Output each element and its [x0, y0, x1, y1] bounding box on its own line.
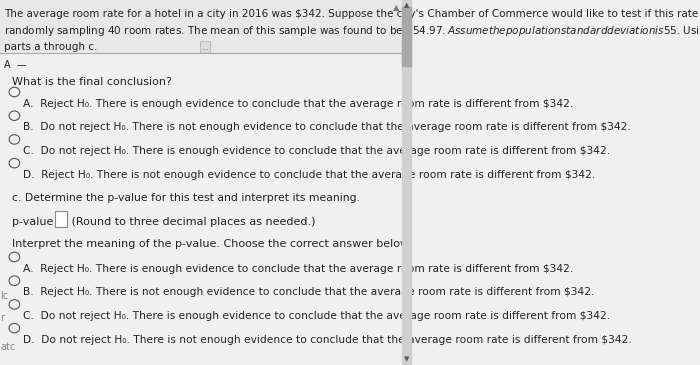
Text: ▼: ▼	[404, 357, 410, 362]
Text: (Round to three decimal places as needed.): (Round to three decimal places as needed…	[68, 217, 316, 227]
Text: What is the final conclusion?: What is the final conclusion?	[13, 77, 172, 87]
Text: ...: ...	[202, 43, 209, 52]
Text: D.  Reject H₀. There is not enough evidence to conclude that the average room ra: D. Reject H₀. There is not enough eviden…	[23, 170, 596, 180]
Text: lc: lc	[0, 291, 8, 301]
Text: ▲: ▲	[404, 3, 410, 8]
Text: p-value =: p-value =	[13, 217, 70, 227]
Text: B.  Reject H₀. There is not enough evidence to conclude that the average room ra: B. Reject H₀. There is not enough eviden…	[23, 287, 595, 297]
Text: A.  Reject H₀. There is enough evidence to conclude that the average room rate i: A. Reject H₀. There is enough evidence t…	[23, 264, 574, 273]
Text: The average room rate for a hotel in a city in 2016 was $342. Suppose the city's: The average room rate for a hotel in a c…	[4, 9, 700, 52]
Text: D.  Do not reject H₀. There is not enough evidence to conclude that the average : D. Do not reject H₀. There is not enough…	[23, 335, 632, 345]
Text: C.  Do not reject H₀. There is enough evidence to conclude that the average room: C. Do not reject H₀. There is enough evi…	[23, 146, 610, 156]
Bar	[402, 7, 411, 66]
Text: B.  Do not reject H₀. There is not enough evidence to conclude that the average : B. Do not reject H₀. There is not enough…	[23, 122, 631, 132]
Bar	[55, 211, 67, 227]
Text: atc: atc	[0, 342, 15, 352]
Text: C.  Do not reject H₀. There is enough evidence to conclude that the average room: C. Do not reject H₀. There is enough evi…	[23, 311, 610, 321]
Text: c. Determine the p-value for this test and interpret its meaning.: c. Determine the p-value for this test a…	[13, 193, 360, 203]
Text: Interpret the meaning of the p-value. Choose the correct answer below.: Interpret the meaning of the p-value. Ch…	[13, 239, 412, 249]
Bar	[0, 0, 411, 53]
Text: ▲: ▲	[393, 3, 399, 12]
Text: r: r	[0, 313, 4, 323]
Text: A.  Reject H₀. There is enough evidence to conclude that the average room rate i: A. Reject H₀. There is enough evidence t…	[23, 99, 574, 108]
Text: A  —: A —	[4, 60, 27, 70]
Bar	[402, 0, 411, 365]
